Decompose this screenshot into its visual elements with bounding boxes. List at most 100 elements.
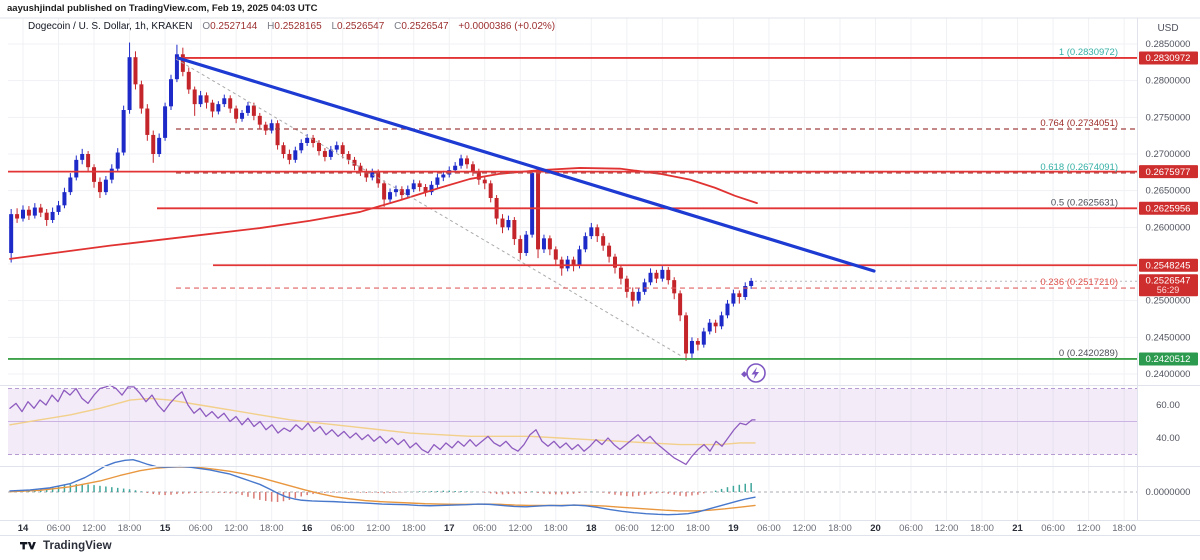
- symbol-title[interactable]: Dogecoin / U. S. Dollar, 1h, KRAKEN: [28, 21, 193, 32]
- candle[interactable]: [139, 84, 144, 109]
- candle[interactable]: [317, 142, 321, 152]
- candle[interactable]: [530, 173, 535, 235]
- candle[interactable]: [636, 291, 641, 301]
- flash-marker-icon[interactable]: [741, 363, 766, 383]
- candle[interactable]: [293, 150, 298, 160]
- time-scale[interactable]: 14 06:00 12:00 18:00 15 06:00 12:00 18:00 16 06:0…: [18, 523, 1136, 534]
- candle[interactable]: [92, 167, 97, 182]
- candle[interactable]: [251, 105, 256, 116]
- candle[interactable]: [624, 278, 629, 292]
- candle[interactable]: [133, 57, 138, 85]
- candle[interactable]: [695, 340, 700, 345]
- candle[interactable]: [417, 183, 422, 187]
- candle[interactable]: [642, 282, 647, 292]
- candle[interactable]: [393, 189, 398, 193]
- candle[interactable]: [97, 181, 102, 193]
- candle[interactable]: [346, 153, 351, 160]
- candle[interactable]: [115, 152, 120, 169]
- candle[interactable]: [56, 205, 61, 212]
- price-scale[interactable]: USD 0.2850000 0.2800000 0.2750000 0.2700000 0…: [1146, 23, 1191, 498]
- candle[interactable]: [305, 137, 310, 143]
- candle[interactable]: [654, 272, 659, 279]
- candle[interactable]: [482, 179, 487, 184]
- candle[interactable]: [157, 137, 162, 154]
- macd-indicator[interactable]: [8, 458, 1137, 516]
- candle[interactable]: [163, 106, 168, 138]
- candle[interactable]: [9, 214, 14, 253]
- candle[interactable]: [245, 105, 250, 113]
- candle[interactable]: [583, 236, 588, 250]
- candle[interactable]: [382, 183, 387, 200]
- candle[interactable]: [103, 179, 108, 193]
- candle[interactable]: [713, 322, 718, 327]
- candle[interactable]: [192, 89, 197, 105]
- candle[interactable]: [210, 102, 215, 112]
- candle[interactable]: [311, 137, 316, 143]
- candle[interactable]: [405, 189, 410, 196]
- candle[interactable]: [630, 291, 635, 301]
- candle[interactable]: [518, 239, 523, 253]
- horizontal-level-lines[interactable]: [8, 57, 1137, 360]
- candle[interactable]: [719, 315, 724, 327]
- candle[interactable]: [127, 57, 132, 110]
- candle[interactable]: [666, 269, 671, 281]
- candle[interactable]: [352, 159, 357, 166]
- candle[interactable]: [423, 186, 428, 193]
- candle[interactable]: [62, 192, 67, 206]
- candle[interactable]: [672, 280, 677, 294]
- descending-trendline[interactable]: [176, 56, 876, 273]
- candle[interactable]: [506, 219, 511, 228]
- fib-retracement-levels[interactable]: [176, 128, 1137, 289]
- candle[interactable]: [145, 108, 150, 135]
- candle[interactable]: [565, 259, 570, 269]
- candle[interactable]: [234, 108, 239, 119]
- candle[interactable]: [607, 245, 612, 257]
- candle[interactable]: [358, 165, 363, 172]
- candle[interactable]: [559, 259, 564, 269]
- candle[interactable]: [595, 227, 600, 237]
- candle[interactable]: [228, 98, 233, 109]
- candle[interactable]: [577, 249, 582, 266]
- candle[interactable]: [465, 158, 469, 165]
- candle[interactable]: [198, 95, 203, 105]
- candle[interactable]: [364, 171, 369, 178]
- candle[interactable]: [601, 236, 606, 246]
- candle[interactable]: [240, 112, 245, 119]
- candle[interactable]: [470, 164, 475, 172]
- candle[interactable]: [701, 331, 706, 345]
- candle[interactable]: [388, 192, 393, 200]
- candle[interactable]: [731, 293, 736, 304]
- candle[interactable]: [547, 238, 552, 250]
- moving-average-line[interactable]: [9, 167, 758, 260]
- candle[interactable]: [618, 267, 623, 279]
- candle[interactable]: [257, 115, 262, 125]
- rsi-indicator[interactable]: [9, 384, 756, 466]
- candle[interactable]: [222, 98, 227, 105]
- candle[interactable]: [328, 149, 333, 157]
- candle[interactable]: [500, 218, 505, 228]
- tradingview-footer-link[interactable]: TradingView: [20, 539, 112, 553]
- candle[interactable]: [287, 153, 292, 160]
- candle[interactable]: [648, 272, 653, 283]
- candle[interactable]: [299, 142, 304, 151]
- candle[interactable]: [151, 134, 156, 154]
- candle[interactable]: [589, 227, 594, 237]
- candle[interactable]: [429, 184, 434, 193]
- candle[interactable]: [186, 71, 191, 90]
- candle[interactable]: [660, 269, 665, 279]
- candle[interactable]: [707, 322, 712, 332]
- candle[interactable]: [26, 209, 31, 216]
- candle[interactable]: [459, 158, 464, 166]
- candle[interactable]: [68, 177, 73, 193]
- candle[interactable]: [275, 123, 280, 146]
- candle[interactable]: [553, 249, 558, 260]
- candle[interactable]: [678, 293, 683, 316]
- candle[interactable]: [370, 172, 375, 178]
- candle[interactable]: [86, 153, 91, 168]
- candle[interactable]: [74, 159, 79, 178]
- candle[interactable]: [216, 104, 221, 112]
- candle[interactable]: [281, 145, 286, 154]
- candle[interactable]: [488, 183, 493, 198]
- candle[interactable]: [334, 145, 339, 150]
